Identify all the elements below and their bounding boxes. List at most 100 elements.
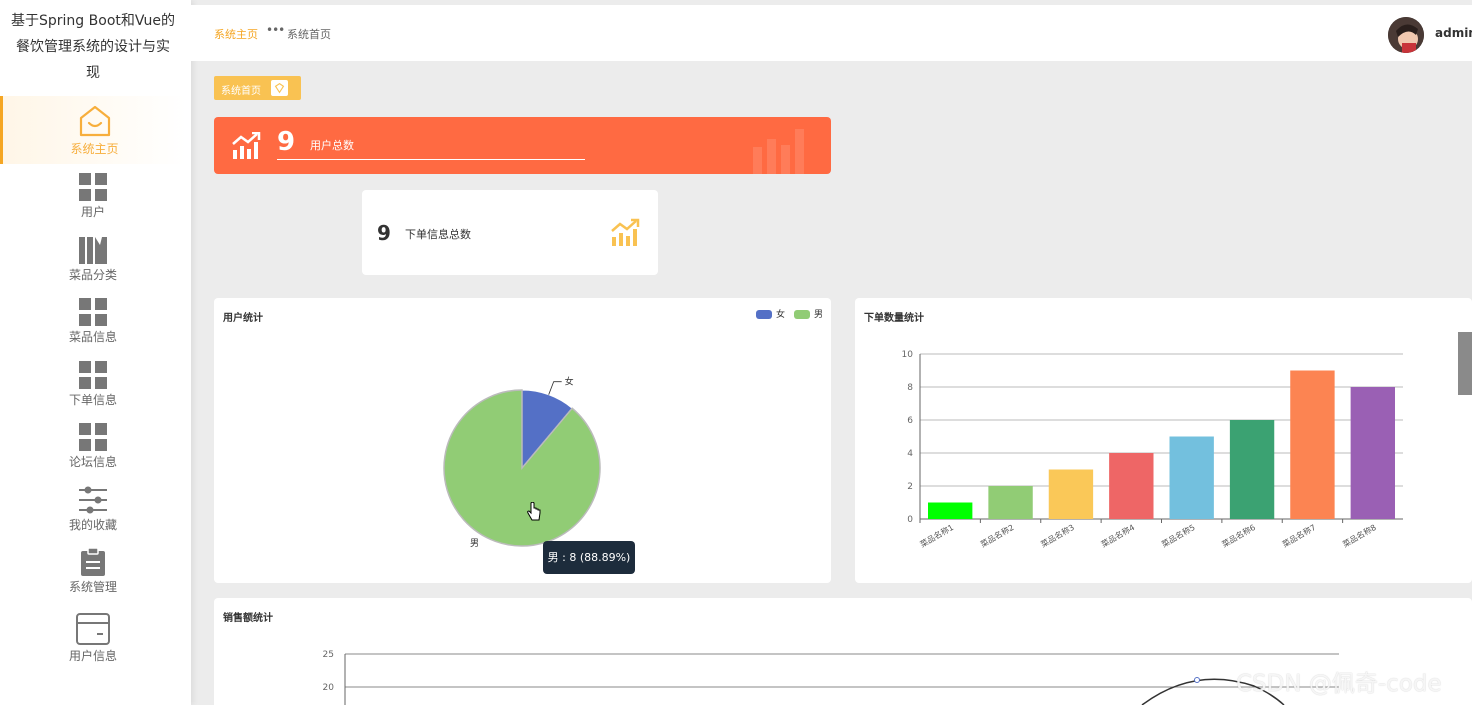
line-chart[interactable]: 25 20 [214,598,1472,705]
sales-stats-panel: 销售额统计 25 20 [214,598,1472,705]
sidebar-item-home[interactable]: 系统主页 [0,96,186,164]
page-tag[interactable]: 系统首页 [214,76,301,100]
page-tag-label: 系统首页 [221,86,261,97]
series-line[interactable] [1141,678,1285,705]
bar[interactable] [928,502,973,520]
grid-icon [79,423,107,451]
sidebar-item-favorites[interactable]: 我的收藏 [0,485,186,533]
order-count-label: 下单信息总数 [405,228,471,241]
sidebar-item-system-management[interactable]: 系统管理 [0,547,186,595]
order-count-value: 9 [377,221,391,245]
x-tick-label: 菜品名称1 [918,522,955,549]
legend-female[interactable]: 女 [756,307,785,320]
sidebar: 基于Spring Boot和Vue的 餐饮管理系统的设计与实 现 系统主页 用户… [0,0,191,705]
pie-label-line [548,381,562,395]
avatar-image [1388,17,1424,53]
home-icon [79,105,110,137]
sidebar-item-user-info[interactable]: 用户信息 [0,612,186,664]
x-tick-label: 菜品名称8 [1341,522,1378,549]
y-tick-label: 25 [323,650,334,660]
panel-title: 用户统计 [223,313,263,324]
y-tick-label: 20 [323,683,335,693]
user-count-card: 9 用户总数 [214,117,831,174]
data-point[interactable] [1194,677,1200,683]
x-tick-label: 菜品名称6 [1220,522,1257,549]
order-stats-panel: 下单数量统计 0 2 4 6 8 10 菜品名称1 菜品名称2 菜品名称3 菜品名称4 菜品名称5 菜… [855,298,1472,583]
sidebar-item-user[interactable]: 用户 [0,172,186,220]
grid-icon [79,298,107,326]
sidebar-item-order-info[interactable]: 下单信息 [0,360,186,408]
watermark: CSDN @佩奇-code [1236,671,1442,697]
sidebar-item-label: 论坛信息 [68,455,117,469]
panel-title: 下单数量统计 [864,313,924,324]
breadcrumb-home[interactable]: 系统主页 [214,28,258,41]
avatar[interactable] [1388,17,1424,53]
sidebar-item-forum-info[interactable]: 论坛信息 [0,422,186,470]
sidebar-item-dish-info[interactable]: 菜品信息 [0,297,186,345]
trend-chart-icon [611,218,640,246]
y-tick-label: 2 [907,482,913,492]
bar[interactable] [988,486,1033,519]
bar[interactable] [1169,436,1214,520]
bar[interactable] [1229,420,1275,519]
trend-chart-icon [232,132,261,159]
sidebar-item-label: 系统主页 [70,142,119,156]
sidebar-item-label: 用户 [80,205,105,219]
clipboard-icon [81,547,105,576]
tag-icon [271,80,288,96]
grid-icon [79,361,107,389]
x-tick-label: 菜品名称5 [1160,522,1197,549]
sidebar-item-label: 菜品分类 [68,268,117,282]
y-tick-label: 6 [907,416,913,426]
grid-icon [79,173,107,201]
pie-label: 女 [565,376,574,388]
app-title: 基于Spring Boot和Vue的 餐饮管理系统的设计与实 现 [0,8,186,86]
x-tick-label: 菜品名称7 [1280,522,1317,549]
x-tick-label: 菜品名称3 [1039,522,1076,549]
legend-swatch [794,310,810,319]
bar[interactable] [1109,453,1154,519]
top-header: 系统主页 ••• 系统首页 admin [191,5,1472,61]
bar[interactable] [1290,370,1335,520]
background-chart-icon [753,129,804,174]
legend-label: 女 [776,310,786,320]
breadcrumb-current: 系统首页 [287,28,331,41]
username[interactable]: admin [1435,26,1472,40]
app-title-line-1: 基于Spring Boot和Vue的 [11,13,175,29]
sidebar-item-label: 菜品信息 [68,330,117,344]
legend-male[interactable]: 男 [794,307,823,320]
y-tick-label: 10 [902,350,914,360]
bar[interactable] [1350,387,1395,519]
user-count-value: 9 [277,127,296,157]
bar[interactable] [1048,469,1094,520]
hand-cursor-icon [527,502,541,521]
sidebar-item-label: 我的收藏 [68,518,117,532]
y-tick-label: 0 [907,515,913,525]
y-tick-label: 8 [907,383,913,393]
books-icon [79,237,107,264]
y-tick-label: 4 [907,449,913,459]
sidebar-item-dish-category[interactable]: 菜品分类 [0,235,186,283]
pie-chart[interactable]: 女男 [214,298,831,583]
chart-tooltip: 男 : 8 (88.89%) [543,541,635,574]
app-title-line-3: 现 [86,65,100,81]
legend-swatch [756,310,772,319]
panel-title: 销售额统计 [223,613,273,624]
x-tick-label: 菜品名称2 [978,522,1015,549]
sidebar-item-label: 用户信息 [68,649,117,663]
scrollbar-thumb[interactable] [1458,332,1472,395]
user-stats-panel: 用户统计 女 男 女男 [214,298,831,583]
bar-chart[interactable]: 0 2 4 6 8 10 菜品名称1 菜品名称2 菜品名称3 菜品名称4 菜品名称5 菜品名称6 菜品名… [855,298,1472,583]
sidebar-item-label: 下单信息 [68,393,117,407]
card-icon [76,613,110,645]
user-count-label: 用户总数 [310,139,354,152]
breadcrumb-separator: ••• [266,23,285,37]
legend-label: 男 [814,310,824,320]
app-title-line-2: 餐饮管理系统的设计与实 [16,39,170,55]
pie-slice[interactable] [443,389,601,547]
sidebar-item-label: 系统管理 [68,580,117,594]
pie-label: 男 [470,538,479,549]
order-count-card: 9 下单信息总数 [362,190,658,275]
x-tick-label: 菜品名称4 [1099,522,1136,549]
divider [277,159,585,160]
